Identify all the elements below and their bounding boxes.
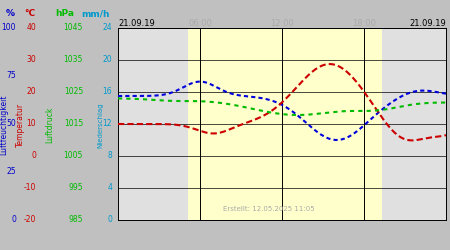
Text: 10: 10 (27, 120, 36, 128)
Text: 1015: 1015 (64, 120, 83, 128)
Text: Erstellt: 12.05.2025 11:05: Erstellt: 12.05.2025 11:05 (223, 206, 315, 212)
Text: 1035: 1035 (63, 56, 83, 64)
Text: Temperatur: Temperatur (15, 103, 24, 147)
Text: -10: -10 (23, 184, 36, 192)
Text: 0: 0 (31, 152, 36, 160)
Text: Luftdruck: Luftdruck (45, 107, 54, 143)
Text: 06:00: 06:00 (188, 19, 212, 28)
Text: 21.09.19: 21.09.19 (409, 19, 446, 28)
Text: 0: 0 (11, 216, 16, 224)
Text: 24: 24 (103, 24, 112, 32)
Text: 995: 995 (68, 184, 83, 192)
Text: Luftfeuchtigkeit: Luftfeuchtigkeit (0, 95, 9, 155)
Text: 100: 100 (1, 24, 16, 32)
Text: 1025: 1025 (64, 88, 83, 96)
Text: mm/h: mm/h (82, 10, 110, 18)
Text: 1045: 1045 (63, 24, 83, 32)
Text: 30: 30 (26, 56, 36, 64)
Text: 8: 8 (107, 152, 112, 160)
Text: 20: 20 (103, 56, 112, 64)
Bar (188, 28, 382, 220)
Text: -20: -20 (23, 216, 36, 224)
Text: 1005: 1005 (63, 152, 83, 160)
Text: 16: 16 (103, 88, 112, 96)
Text: hPa: hPa (55, 10, 75, 18)
Text: 21.09.19: 21.09.19 (118, 19, 155, 28)
Text: 985: 985 (68, 216, 83, 224)
Text: 4: 4 (107, 184, 112, 192)
Text: °C: °C (24, 10, 36, 18)
Text: 12:00: 12:00 (270, 19, 294, 28)
Text: 50: 50 (6, 120, 16, 128)
Text: 25: 25 (6, 168, 16, 176)
Text: 0: 0 (107, 216, 112, 224)
Text: Niederschlag: Niederschlag (97, 102, 103, 148)
Text: %: % (5, 10, 14, 18)
Text: 40: 40 (26, 24, 36, 32)
Text: 12: 12 (103, 120, 112, 128)
Text: 75: 75 (6, 72, 16, 80)
Text: 20: 20 (27, 88, 36, 96)
Text: 18:00: 18:00 (352, 19, 376, 28)
